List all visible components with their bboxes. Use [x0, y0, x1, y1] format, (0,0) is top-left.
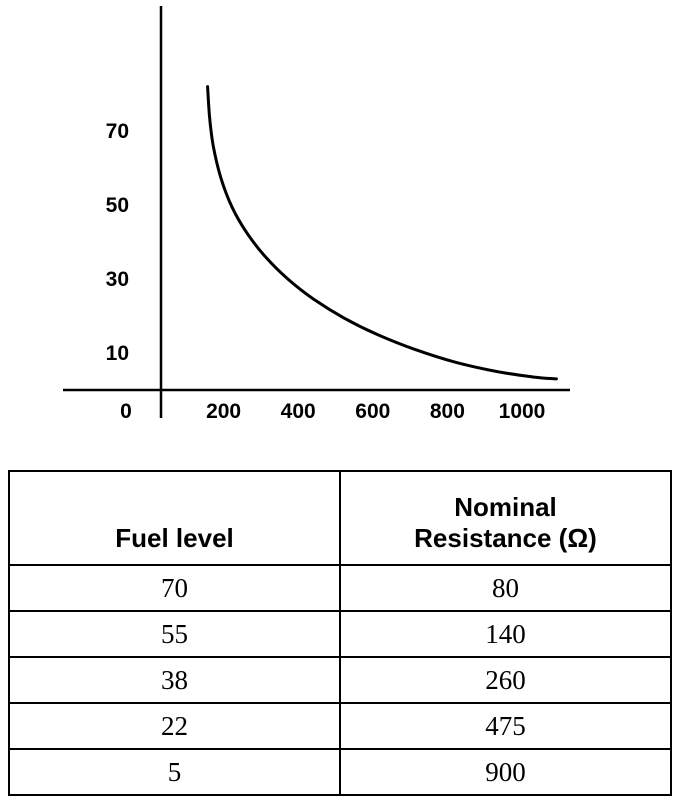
- y-tick-label: 10: [106, 342, 129, 365]
- table-row: 55 140: [8, 610, 672, 658]
- resistance-cell: 260: [339, 656, 672, 704]
- table-row: 22 475: [8, 702, 672, 750]
- fuel-level-cell: 5: [8, 748, 341, 796]
- x-tick-label: 400: [281, 400, 316, 423]
- fuel-level-cell: 55: [8, 610, 341, 658]
- x-tick-label: 200: [206, 400, 241, 423]
- fuel-level-cell: 38: [8, 656, 341, 704]
- fuel-level-chart: 0 200 400 600 800 1000 10 30 50 70: [63, 6, 570, 423]
- resistance-curve: [206, 85, 558, 381]
- x-tick-label: 600: [355, 400, 390, 423]
- fuel-level-cell: 70: [8, 564, 341, 612]
- table-header-row: Fuel level Nominal Resistance (Ω): [8, 470, 672, 566]
- resistance-cell: 475: [339, 702, 672, 750]
- x-tick-label: 0: [120, 400, 132, 423]
- table-row: 38 260: [8, 656, 672, 704]
- fuel-resistance-table: Fuel level Nominal Resistance (Ω) 70 80 …: [8, 470, 672, 796]
- y-tick-label: 70: [106, 120, 129, 143]
- y-tick-label: 50: [106, 194, 129, 217]
- resistance-cell: 80: [339, 564, 672, 612]
- y-tick-label: 30: [106, 268, 129, 291]
- table-row: 70 80: [8, 564, 672, 612]
- resistance-cell: 140: [339, 610, 672, 658]
- resistance-cell: 900: [339, 748, 672, 796]
- header-nominal-resistance: Nominal Resistance (Ω): [339, 470, 672, 566]
- x-tick-label: 1000: [499, 400, 546, 423]
- table-row: 5 900: [8, 748, 672, 796]
- header-fuel-level: Fuel level: [8, 470, 341, 566]
- fuel-level-cell: 22: [8, 702, 341, 750]
- x-tick-label: 800: [430, 400, 465, 423]
